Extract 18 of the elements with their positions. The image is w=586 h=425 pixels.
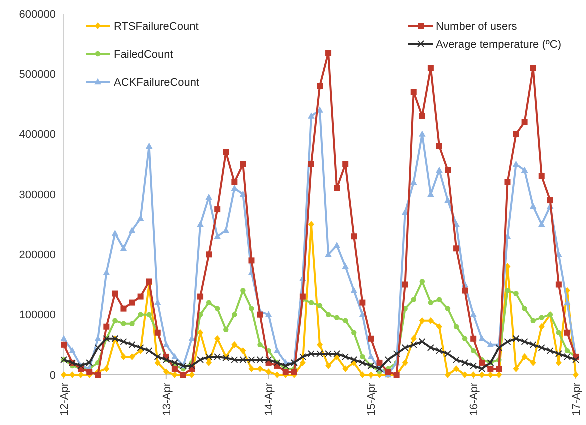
y-tick-label: 400000 [19, 129, 56, 142]
x-tick-label: 14-Apr [264, 382, 276, 416]
y-tick-label: 100000 [19, 310, 56, 322]
y-tick-label: 500000 [19, 69, 56, 82]
x-tick-label: 17-Apr [570, 382, 583, 416]
legend-label: FailedCount [114, 48, 174, 61]
legend-label: ACKFailureCount [114, 76, 200, 89]
y-tick-label: 200000 [19, 250, 56, 262]
x-tick-label: 13-Apr [161, 382, 174, 416]
y-tick-label: 600000 [19, 8, 56, 21]
x-tick-label: 12-Apr [58, 382, 71, 416]
legend-label: Number of users [436, 20, 518, 33]
x-tick-label: 15-Apr [366, 382, 378, 416]
legend-label: RTSFailureCount [114, 20, 199, 33]
x-tick-label: 16-Apr [468, 382, 480, 416]
legend-label: Average temperature (ºC) [436, 38, 562, 51]
y-tick-label: 0 [50, 370, 56, 382]
y-tick-label: 300000 [19, 189, 56, 202]
